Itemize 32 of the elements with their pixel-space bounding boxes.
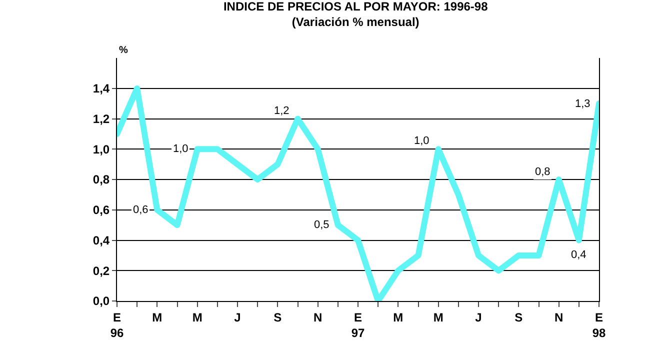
x-tick-label: E 97	[351, 310, 365, 340]
y-tick-label: 0,8	[92, 172, 110, 187]
x-tick-label: S	[274, 310, 282, 324]
x-tick-label: J	[234, 310, 241, 324]
x-tick-label: N	[554, 310, 564, 324]
x-tick-label: M	[192, 310, 202, 324]
y-tick-label: 0,0	[92, 294, 110, 308]
x-tick-label: J	[475, 310, 482, 324]
data-label: 1,2	[274, 105, 290, 117]
x-tick-label: S	[514, 310, 523, 324]
x-tick-label: E 98	[592, 310, 606, 340]
x-tick-label: M	[393, 310, 404, 324]
y-tick-label: 1,0	[92, 142, 110, 156]
y-tick-label: 0,2	[92, 264, 110, 278]
data-label: 0,8	[535, 166, 550, 178]
y-axis-title: %	[119, 45, 128, 56]
y-tick-label: 1,2	[92, 112, 110, 126]
y-tick-label: 0,6	[92, 203, 110, 218]
y-tick-label: 1,4	[92, 82, 110, 96]
x-tick-label: M	[433, 310, 444, 324]
x-tick-label: E 96	[110, 310, 124, 340]
data-label: 0,6	[133, 204, 148, 216]
data-label: 1,0	[414, 135, 430, 147]
chart-subtitle: (Variación % mensual)	[292, 15, 420, 30]
data-label: 0,5	[314, 219, 330, 231]
data-label: 0,4	[571, 249, 586, 261]
chart-title: INDICE DE PRECIOS AL POR MAYOR: 1996-98	[223, 0, 488, 14]
data-label: 1,3	[575, 98, 590, 110]
x-tick-label: N	[313, 310, 322, 324]
x-tick-label: M	[152, 310, 162, 324]
y-tick-label: 0,4	[92, 233, 110, 248]
data-label: 1,0	[173, 143, 188, 155]
